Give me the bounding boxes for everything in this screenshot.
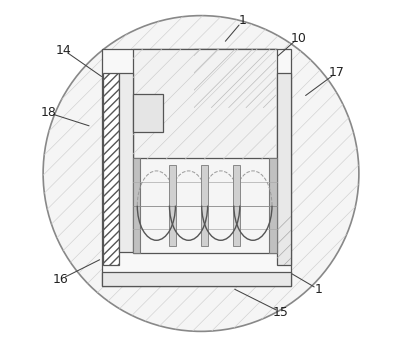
Text: 18: 18 (40, 106, 56, 119)
Bar (200, 165, 208, 246)
Bar (119, 73, 132, 252)
Text: 14: 14 (56, 44, 72, 57)
Bar (102, 49, 290, 286)
Bar (268, 158, 276, 253)
Bar (103, 73, 119, 265)
Bar (194, 49, 275, 108)
Bar (102, 272, 290, 286)
Bar (132, 49, 276, 160)
Text: 1: 1 (238, 14, 246, 27)
Text: 15: 15 (272, 306, 288, 319)
Bar (168, 165, 176, 246)
Bar (233, 165, 240, 246)
Circle shape (43, 16, 358, 331)
Bar (132, 94, 162, 132)
Text: 16: 16 (53, 273, 68, 286)
Bar (132, 158, 140, 253)
Bar (132, 158, 276, 253)
Text: 10: 10 (290, 32, 305, 45)
Bar (276, 73, 290, 265)
Text: 1: 1 (314, 283, 322, 296)
Text: 17: 17 (328, 66, 343, 79)
